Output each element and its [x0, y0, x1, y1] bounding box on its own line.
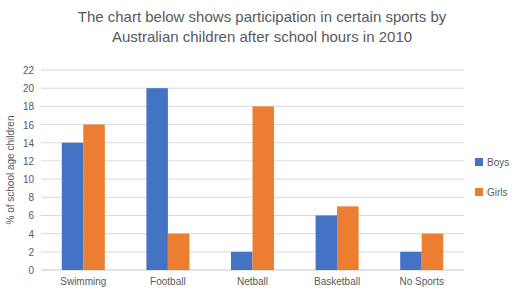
y-tick-label: 10 [23, 174, 35, 185]
x-tick-label: Netball [237, 276, 268, 287]
y-tick-label: 6 [28, 210, 34, 221]
bar [422, 234, 444, 270]
legend-swatch [475, 188, 483, 196]
bar [83, 125, 105, 270]
bar [62, 143, 84, 270]
bars [62, 88, 443, 270]
bar [146, 88, 168, 270]
x-tick-label: Basketball [314, 276, 360, 287]
y-tick-label: 18 [23, 101, 35, 112]
bar [168, 234, 190, 270]
x-tick-label: No Sports [399, 276, 443, 287]
legend-swatch [475, 158, 483, 166]
chart: The chart below shows participation in c… [0, 0, 512, 302]
bar [253, 106, 275, 270]
title-line: The chart below shows participation in c… [78, 8, 447, 25]
y-tick-label: 16 [23, 120, 35, 131]
title-line: Australian children after school hours i… [112, 28, 412, 45]
y-tick-label: 0 [28, 265, 34, 276]
x-tick-label: Football [150, 276, 186, 287]
bar [231, 252, 253, 270]
y-tick-label: 20 [23, 83, 35, 94]
y-tick-label: 8 [28, 192, 34, 203]
y-tick-label: 2 [28, 247, 34, 258]
y-axis-label: % of school age children [5, 116, 16, 225]
bar [400, 252, 422, 270]
bar [316, 215, 338, 270]
y-tick-label: 14 [23, 138, 35, 149]
legend-label: Boys [487, 157, 509, 168]
grid-line [41, 88, 464, 89]
x-tick-label: Swimming [60, 276, 106, 287]
y-tick-label: 22 [23, 65, 35, 76]
title: The chart below shows participation in c… [78, 8, 447, 45]
y-tick-label: 4 [28, 229, 34, 240]
legend-label: Girls [487, 187, 508, 198]
y-tick-label: 12 [23, 156, 35, 167]
grid-line [41, 70, 464, 71]
bar [337, 206, 359, 270]
